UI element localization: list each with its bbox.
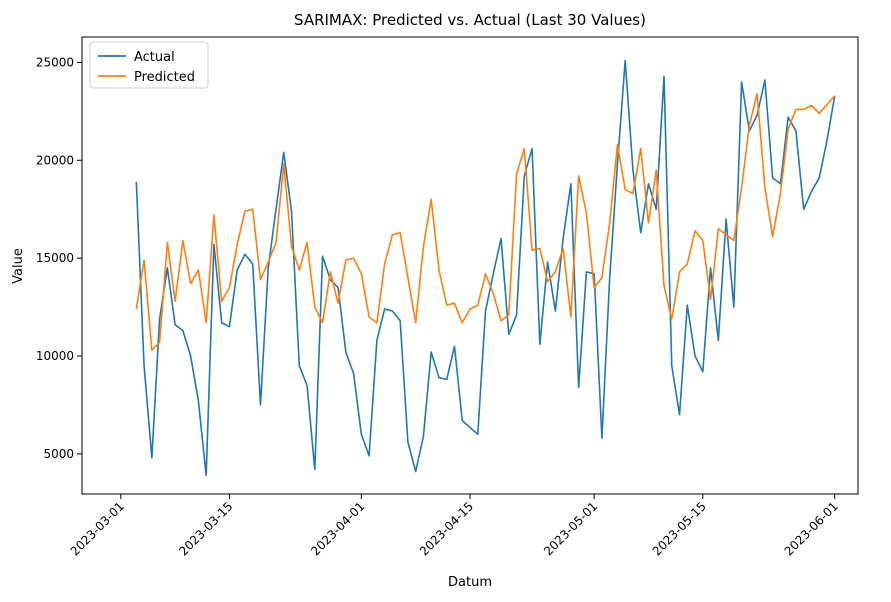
legend: Actual Predicted (89, 41, 209, 89)
y-tick-label: 15000 (36, 251, 74, 265)
x-axis-title: Datum (448, 575, 492, 590)
y-axis: 5000 10000 15000 20000 25000 (36, 55, 82, 461)
chart-title: SARIMAX: Predicted vs. Actual (Last 30 V… (294, 11, 646, 29)
series-line-actual (135, 59, 836, 477)
legend-label-actual: Actual (134, 50, 175, 65)
y-tick-label: 20000 (36, 153, 74, 167)
series-lines (135, 59, 836, 477)
y-tick-label: 5000 (43, 447, 74, 461)
series-line-predicted (135, 92, 836, 351)
legend-label-predicted: Predicted (134, 70, 195, 85)
y-tick-label: 25000 (36, 55, 74, 69)
y-tick-label: 10000 (36, 349, 74, 363)
y-axis-title: Value (11, 248, 26, 284)
